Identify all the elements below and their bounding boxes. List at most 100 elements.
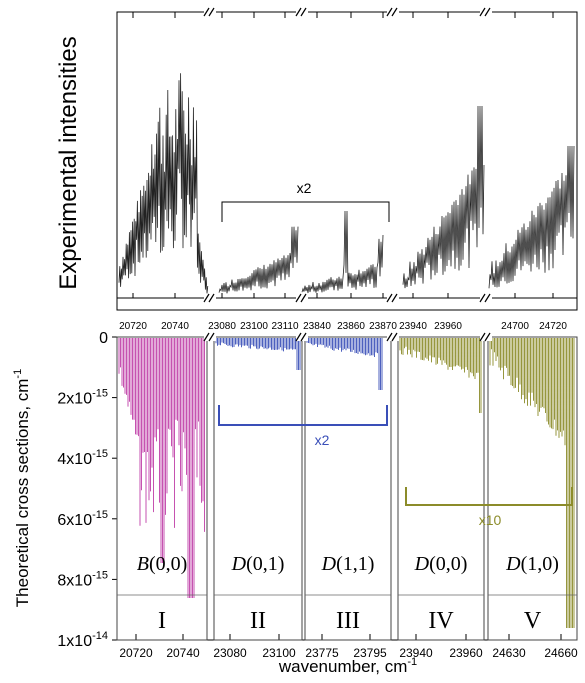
y-tick-exponent: -15 [92,509,108,521]
xlabel: wavenumber, cm-1 [278,656,417,676]
bottom-x-tick-label: 20740 [166,646,200,660]
top-x-tick-label: 20720 [119,321,147,332]
experimental-trace [218,226,299,294]
top-panel-frame [116,11,578,311]
axis-break-gap [480,8,492,16]
band-label-state: D [321,553,337,575]
band-label-transition: (1,1) [336,553,374,575]
axis-break-mark [391,332,398,342]
y-tick-label: 8x10-15 [57,569,108,589]
axis-break-mark [203,293,210,303]
y-tick-mantissa: 4x10 [57,451,92,468]
top-scale-bracket [221,201,390,222]
y-tick-exponent: -14 [92,630,108,642]
axis-break-mark [300,7,307,17]
band-label-transition: (0,0) [429,553,467,575]
axis-break-gap [480,294,492,302]
axis-break-mark [295,7,302,17]
experimental-trace [402,105,485,289]
top-x-tick-label: 23100 [240,321,268,332]
band-numeral: I [158,608,166,634]
axis-break-gap [387,294,399,302]
axis-break-gap [204,294,216,302]
axis-break-mark [300,332,307,342]
band-label-transition: (0,1) [246,553,284,575]
y-tick-mantissa: 2x10 [57,391,92,408]
top-x-tick-label: 23960 [434,321,462,332]
bottom-panel-frame [116,336,578,641]
band-panel-frame [304,336,392,641]
band-numeral: III [336,608,360,634]
xlabel-exponent: -1 [407,656,417,668]
band-label-transition: (0,0) [149,553,187,575]
band-label: D(1,1) [321,553,375,575]
y-tick-exponent: -15 [92,569,108,581]
top-ylabel: Experimental intensities [55,36,82,289]
axis-break-mark [479,332,486,342]
axis-break-mark [208,293,215,303]
band-label-transition: (1,0) [521,553,559,575]
y-tick-label: 6x10-15 [57,509,108,529]
axis-break-mark [484,332,491,342]
axis-break-mark [300,293,307,303]
axis-break-gap [387,333,399,341]
axis-break-mark [479,7,486,17]
axis-break-mark [386,7,393,17]
bottom-x-tick-label: 23100 [262,646,296,660]
theory-trace-band-3 [306,338,383,390]
theory-trace-band-2 [215,338,301,370]
band-numeral: II [250,608,266,634]
axis-break-mark [479,293,486,303]
top-x-tick-label: 23840 [303,321,331,332]
bottom-x-tick-label: 23775 [305,646,339,660]
band-panel-frame [397,336,485,641]
band-label: D(0,1) [231,553,285,575]
band-numeral: IV [428,608,454,634]
axis-break-mark [295,293,302,303]
bottom-x-tick-label: 23940 [399,646,433,660]
olive-scale-annotation: x10 [479,512,502,528]
axis-break-gap [204,8,216,16]
bottom-x-tick-label: 23080 [213,646,247,660]
bottom-ylabel-text: Theoretical cross sections, cm [13,379,32,608]
top-x-tick-label: 24700 [501,321,529,332]
top-x-tick-label: 20740 [161,321,189,332]
bottom-ylabel: Theoretical cross sections, cm-1 [12,369,32,607]
axis-break-gap [480,333,492,341]
band-label: D(1,0) [505,553,559,575]
experimental-trace [301,210,384,294]
theory-trace-band-4 [399,338,482,413]
axis-break-gap [296,8,308,16]
olive-scale-bracket [405,487,573,506]
bottom-x-tick-label: 23960 [449,646,483,660]
bottom-x-tick-label: 20720 [119,646,153,660]
axis-break-mark [208,332,215,342]
y-tick-label: 1x10-14 [57,630,108,650]
theory-trace-band-1 [118,338,205,598]
band-panel-frame [487,336,578,641]
axis-break-mark [386,332,393,342]
blue-scale-bracket [218,405,388,426]
band-label-state: D [414,553,430,575]
experimental-trace [118,73,209,294]
axis-breaks [203,7,492,342]
y-tick-exponent: -15 [92,388,108,400]
y-tick-mantissa: 0 [99,330,108,347]
xlabel-text: wavenumber, cm [278,657,408,676]
y-tick-mantissa: 6x10 [57,512,92,529]
y-tick-mantissa: 1x10 [57,633,92,650]
y-tick-label: 2x10-15 [57,388,108,408]
top-x-tick-label: 24720 [539,321,567,332]
axis-break-mark [203,332,210,342]
top-axis-ticks: 20720 20740 23080 23100 23110 23840 23860 23870… [119,12,567,332]
axis-break-mark [208,7,215,17]
axis-break-mark [203,7,210,17]
band-label: D(0,0) [414,553,468,575]
top-spectra [118,73,575,294]
axis-break-gap [204,333,216,341]
axis-break-gap [296,333,308,341]
top-x-tick-label: 23860 [337,321,365,332]
